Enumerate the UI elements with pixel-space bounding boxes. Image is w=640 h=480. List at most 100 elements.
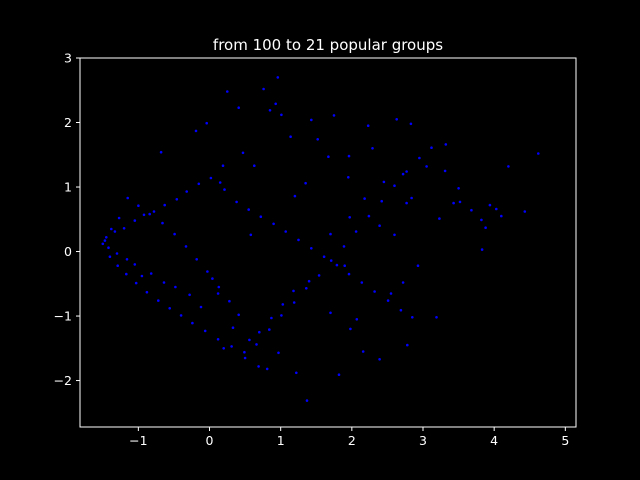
data-point [134,281,138,285]
data-point [347,272,351,276]
data-point [191,321,194,325]
data-point [289,135,292,138]
data-point [161,221,164,225]
y-tick-label: 1 [64,180,72,195]
data-point [126,196,129,200]
data-point [280,113,283,117]
data-point [255,343,258,346]
data-point [304,181,307,185]
x-tick-label: 4 [490,433,498,448]
data-point [103,239,107,242]
data-point [537,152,540,155]
data-point [145,290,149,294]
data-point [205,121,208,125]
data-point [188,293,191,297]
data-point [332,114,336,117]
data-point [248,338,251,342]
data-point [337,373,341,377]
data-point [133,263,137,266]
data-point [480,218,483,222]
data-point [168,307,171,310]
data-point [259,215,263,218]
data-point [399,308,403,312]
data-point [237,106,240,109]
data-point [305,287,308,290]
data-point [297,238,300,242]
data-point [317,274,321,277]
data-point [253,164,256,167]
data-point [327,155,330,158]
data-point [125,258,129,261]
data-point [197,182,201,186]
data-point [410,196,413,200]
data-point [348,216,352,219]
y-tick-label: −2 [54,373,72,388]
data-point [444,143,448,146]
data-point [228,299,231,303]
data-point [241,151,245,155]
data-point [425,165,428,168]
data-point [115,252,119,255]
data-point [367,214,371,218]
data-point [335,263,339,267]
data-point [175,198,179,201]
y-axis: −2 −1 0 1 2 3 [54,51,80,388]
data-point [116,264,119,268]
data-point [157,299,160,302]
data-point [217,285,221,289]
x-tick-label: 1 [277,433,285,448]
data-point [203,329,207,333]
data-point [185,190,188,193]
data-point [274,102,278,106]
data-point [523,210,527,213]
data-point [270,316,273,320]
data-point [284,230,288,233]
data-point [280,314,283,317]
data-point [484,226,487,229]
data-point [235,200,238,204]
data-point [194,129,198,133]
data-point [495,207,498,211]
chart-title: from 100 to 21 popular groups [213,36,443,54]
data-point [438,217,441,220]
data-point [393,184,396,187]
data-point [268,328,271,331]
data-point [405,201,408,205]
data-point [101,242,105,246]
data-point [416,264,420,268]
data-point [507,165,510,168]
data-point [272,222,275,226]
data-point [382,180,386,184]
data-point [149,272,153,275]
data-point [243,356,247,360]
data-point [307,279,311,283]
data-point [230,345,233,348]
data-point [122,227,126,230]
data-point [406,343,409,347]
data-point [276,76,280,79]
data-point [140,274,144,278]
y-tick-label: 0 [64,244,72,259]
data-point [125,272,128,276]
data-point [305,399,309,402]
data-point [211,277,214,280]
data-point [292,289,295,293]
data-point [184,245,188,248]
data-point [355,318,359,321]
data-point [349,327,352,331]
data-point [360,281,364,284]
data-point [110,227,113,231]
data-point [195,258,198,261]
y-tick-label: 2 [64,115,72,130]
data-point [268,109,272,112]
data-point [329,259,333,262]
data-point [199,305,203,309]
data-point [430,146,433,149]
data-point [222,347,225,350]
data-point [277,351,280,355]
data-point [265,367,269,371]
data-point [354,230,358,233]
data-point [113,230,117,233]
data-point [247,208,250,211]
